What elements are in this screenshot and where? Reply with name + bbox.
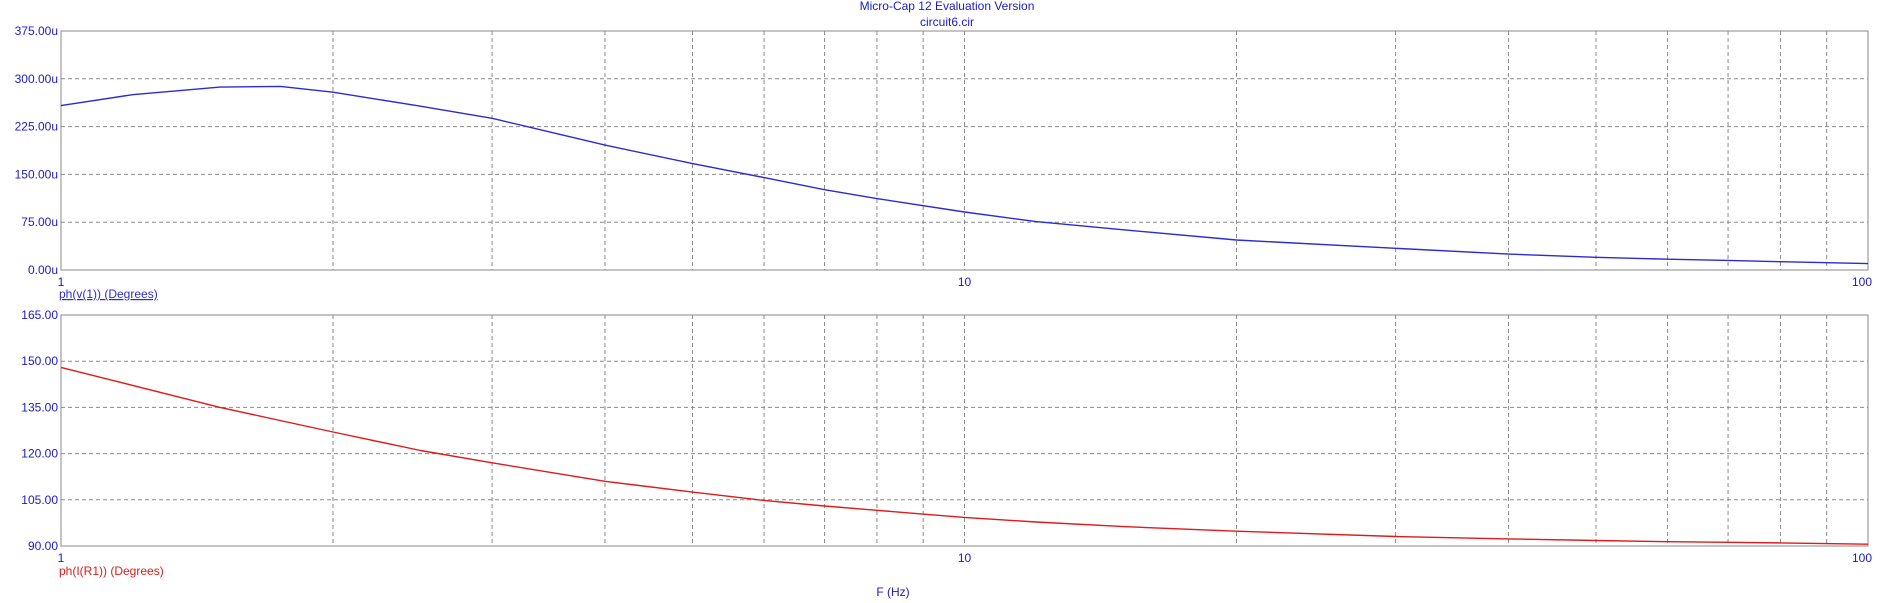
- bottom-plot-panel: 90.00 105.00 120.00 135.00 150.00 165.00 1 10 10…: [21, 308, 1872, 578]
- y-tick-label: 105.00: [21, 493, 58, 507]
- y-tick-label: 120.00: [21, 447, 58, 461]
- y-tick-label: 150.00: [21, 354, 58, 368]
- x-tick-label: 100: [1852, 275, 1872, 289]
- y-tick-label: 0.00u: [28, 263, 58, 277]
- x-axis-label: F (Hz): [876, 585, 909, 599]
- plot-frame: [60, 30, 1869, 271]
- app-title: Micro-Cap 12 Evaluation Version: [860, 0, 1035, 13]
- y-tick-label: 375.00u: [15, 24, 58, 38]
- top-plot-panel: 0.00u 75.00u 150.00u 225.00u 300.00u 375.00u 1…: [15, 24, 1873, 301]
- x-tick-label: 1: [58, 551, 65, 565]
- y-tick-label: 75.00u: [21, 215, 58, 229]
- y-tick-label: 135.00: [21, 400, 58, 414]
- y-tick-label: 150.00u: [15, 167, 58, 181]
- y-tick-label: 165.00: [21, 308, 58, 322]
- series-label: ph(I(R1)) (Degrees): [59, 564, 164, 578]
- y-tick-label: 300.00u: [15, 72, 58, 86]
- series-line: [60, 85, 1869, 265]
- series-line: [60, 366, 1869, 545]
- plot-frame: [60, 314, 1869, 547]
- x-tick-label: 10: [958, 551, 972, 565]
- x-tick-label: 1: [58, 275, 65, 289]
- x-tick-label: 10: [958, 275, 972, 289]
- file-name: circuit6.cir: [920, 15, 974, 29]
- x-tick-label: 100: [1852, 551, 1872, 565]
- y-tick-label: 90.00: [28, 539, 58, 553]
- y-tick-label: 225.00u: [15, 120, 58, 134]
- series-label: ph(v(1)) (Degrees): [59, 287, 158, 301]
